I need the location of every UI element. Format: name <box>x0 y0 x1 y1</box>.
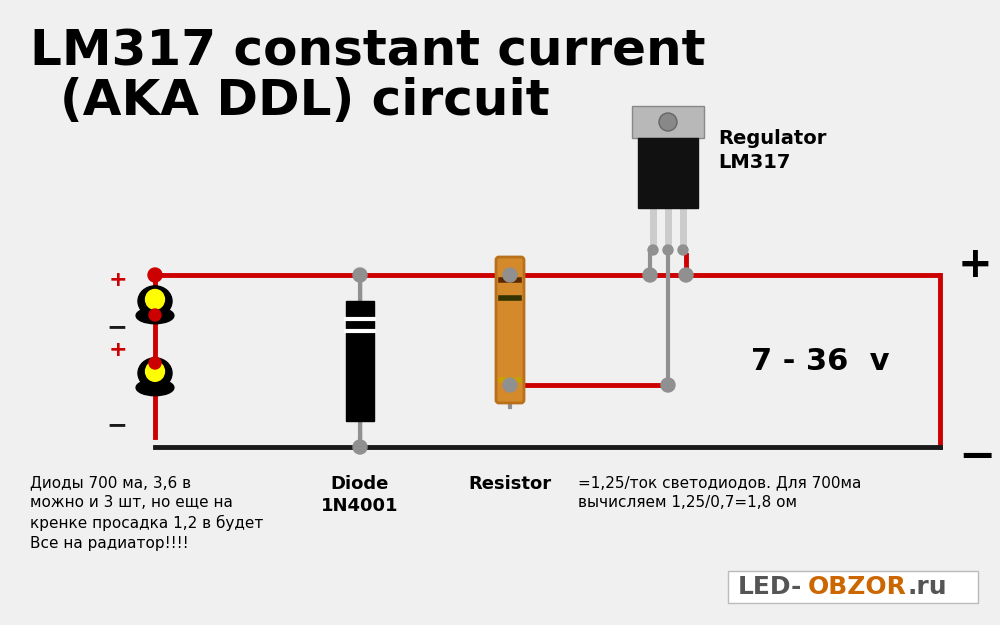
Text: .ru: .ru <box>908 575 948 599</box>
Text: LM317 constant current: LM317 constant current <box>30 27 706 75</box>
Text: −: − <box>106 413 127 437</box>
Circle shape <box>503 378 517 392</box>
Circle shape <box>648 245 658 255</box>
Ellipse shape <box>146 361 164 381</box>
Text: Diode: Diode <box>331 475 389 493</box>
Ellipse shape <box>136 308 174 324</box>
Circle shape <box>353 440 367 454</box>
Text: (AKA DDL) circuit: (AKA DDL) circuit <box>60 77 550 125</box>
Text: LED-: LED- <box>738 575 802 599</box>
Circle shape <box>659 113 677 131</box>
Text: Диоды 700 ма, 3,6 в
можно и 3 шт, но еще на
кренке просадка 1,2 в будет
Все на р: Диоды 700 ма, 3,6 в можно и 3 шт, но еще… <box>30 475 263 551</box>
Text: .ru: .ru <box>908 575 948 599</box>
Circle shape <box>679 268 693 282</box>
Circle shape <box>149 309 161 321</box>
Text: LED-: LED- <box>738 575 802 599</box>
Text: OBZOR: OBZOR <box>808 575 907 599</box>
Circle shape <box>353 268 367 282</box>
Text: =1,25/ток светодиодов. Для 700ма
вычисляем 1,25/0,7=1,8 ом: =1,25/ток светодиодов. Для 700ма вычисля… <box>578 475 861 510</box>
FancyBboxPatch shape <box>346 301 374 421</box>
Circle shape <box>643 268 657 282</box>
Circle shape <box>503 268 517 282</box>
FancyBboxPatch shape <box>638 138 698 208</box>
Text: Resistor: Resistor <box>468 475 552 493</box>
Text: +: + <box>958 244 993 286</box>
Circle shape <box>148 268 162 282</box>
Circle shape <box>661 378 675 392</box>
Text: 1N4001: 1N4001 <box>321 497 399 515</box>
Text: 7 - 36  v: 7 - 36 v <box>751 346 889 376</box>
Circle shape <box>663 245 673 255</box>
Text: Regulator: Regulator <box>718 129 826 148</box>
Text: LM317: LM317 <box>718 154 790 173</box>
Text: −: − <box>958 436 995 479</box>
Text: +: + <box>108 270 127 290</box>
Text: OBZOR: OBZOR <box>808 575 907 599</box>
Ellipse shape <box>138 286 172 316</box>
FancyBboxPatch shape <box>728 571 978 603</box>
Ellipse shape <box>146 289 164 309</box>
FancyBboxPatch shape <box>632 106 704 138</box>
Circle shape <box>678 245 688 255</box>
Circle shape <box>149 357 161 369</box>
Text: −: − <box>106 315 127 339</box>
Ellipse shape <box>138 358 172 389</box>
FancyBboxPatch shape <box>496 257 524 403</box>
Text: +: + <box>108 340 127 360</box>
Ellipse shape <box>136 379 174 396</box>
